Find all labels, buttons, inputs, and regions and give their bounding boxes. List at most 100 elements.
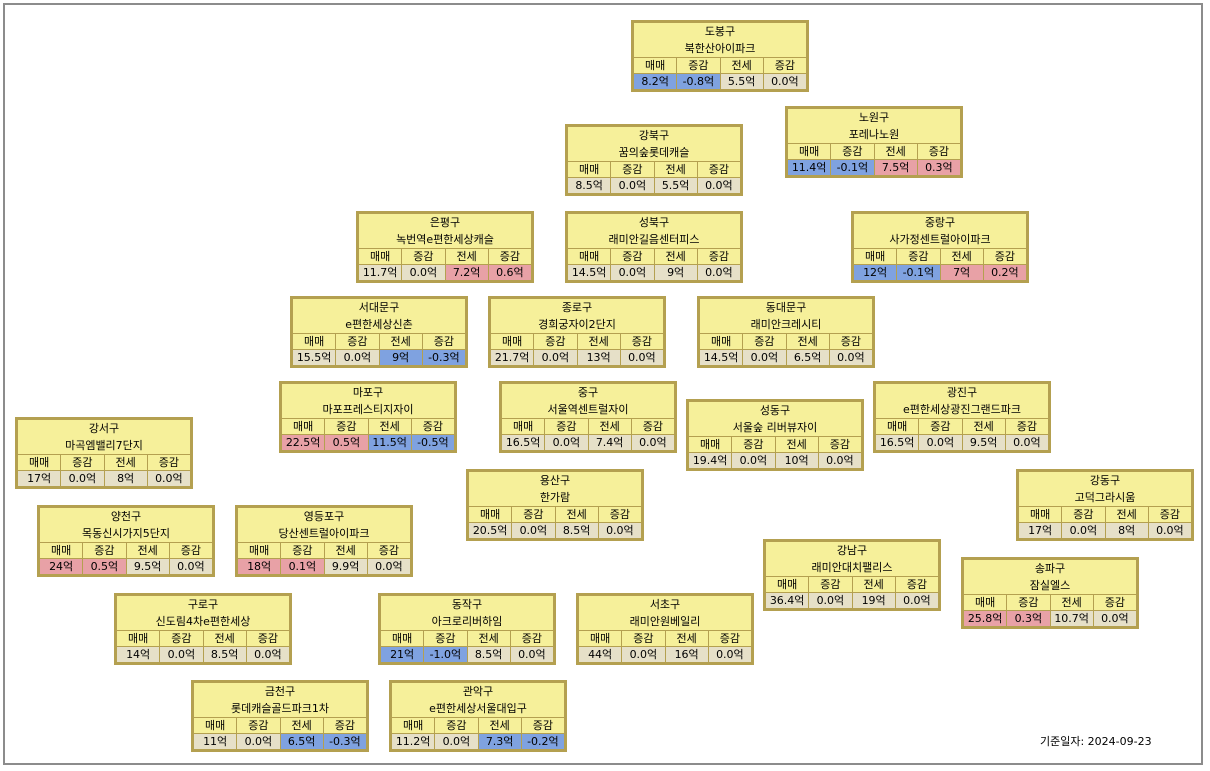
sale-change: 0.0억 (61, 470, 105, 486)
header-label: 증감 (435, 717, 479, 733)
apartment-name: 사가정센트럴아이파크 (889, 233, 991, 246)
jeonse-change: 0.0억 (1148, 522, 1191, 538)
price-value-row: 44억 0.0억 16억 0.0억 (579, 646, 751, 662)
sale-change: 0.0억 (237, 733, 281, 749)
sale-price: 22.5억 (282, 434, 326, 450)
header-label: 전세 (1105, 506, 1149, 522)
jeonse-price: 5.5억 (654, 177, 698, 193)
apartment-name: 포레나노원 (848, 128, 900, 141)
district-name: 중구 (577, 386, 599, 399)
district-card-jongno: 종로구 경희궁자이2단지 매매 증감 전세 증감 21.7억 0.0억 13억 0.0억 (488, 296, 666, 368)
header-label: 증감 (895, 576, 938, 592)
header-label: 증감 (325, 418, 369, 434)
sale-change: 0.0억 (919, 434, 963, 450)
header-label: 전세 (379, 333, 423, 349)
jeonse-change: 0.3억 (917, 159, 960, 175)
price-value-row: 19.4억 0.0억 10억 0.0억 (689, 452, 861, 468)
sale-price: 14.5억 (700, 349, 744, 365)
district-card-dongdaemun: 동대문구 래미안크레시티 매매 증감 전세 증감 14.5억 0.0억 6.5억 0.0억 (697, 296, 875, 368)
price-header-row: 매매 증감 전세 증감 (359, 248, 531, 264)
jeonse-change: 0.0억 (246, 646, 289, 662)
district-name: 노원구 (858, 111, 890, 124)
jeonse-price: 16억 (665, 646, 709, 662)
district-name: 송파구 (1034, 562, 1066, 575)
header-label: 매매 (502, 418, 546, 434)
sale-change: -0.1억 (897, 264, 941, 280)
price-value-row: 21억 -1.0억 8.5억 0.0억 (381, 646, 553, 662)
sale-price: 11.7억 (359, 264, 403, 280)
sale-price: 17억 (1019, 522, 1063, 538)
apartment-name: e편한세상서울대입구 (429, 702, 527, 715)
jeonse-change: 0.0억 (147, 470, 190, 486)
jeonse-price: 5.5억 (720, 73, 764, 89)
jeonse-price: 9.5억 (962, 434, 1006, 450)
header-label: 증감 (620, 333, 663, 349)
apartment-name: 꿈의숲롯데캐슬 (618, 146, 690, 159)
jeonse-price: 9억 (379, 349, 423, 365)
district-name: 은평구 (429, 216, 461, 229)
district-name: 동대문구 (765, 301, 807, 314)
sale-change: 0.0억 (809, 592, 853, 608)
header-label: 증감 (521, 717, 564, 733)
header-label: 전세 (962, 418, 1006, 434)
jeonse-price: 11.5억 (368, 434, 412, 450)
sale-price: 11.4억 (788, 159, 832, 175)
price-value-row: 18억 0.1억 9.9억 0.0억 (238, 558, 410, 574)
sale-price: 12억 (854, 264, 898, 280)
header-label: 전세 (665, 630, 709, 646)
district-card-seodaemun: 서대문구 e편한세상신촌 매매 증감 전세 증감 15.5억 0.0억 9억 -0.3억 (290, 296, 468, 368)
jeonse-change: 0.0억 (169, 558, 212, 574)
apartment-name: 아크로리버하임 (431, 615, 503, 628)
district-name: 종로구 (561, 301, 593, 314)
district-name: 도봉구 (704, 25, 736, 38)
price-header-row: 매매 증감 전세 증감 (491, 333, 663, 349)
sale-change: 0.0억 (743, 349, 787, 365)
apartment-name: 고덕그라시움 (1074, 491, 1136, 504)
header-label: 증감 (897, 248, 941, 264)
sale-change: 0.0억 (336, 349, 380, 365)
district-card-jungnang: 중랑구 사가정센트럴아이파크 매매 증감 전세 증감 12억 -0.1억 7억 0.2억 (851, 211, 1029, 283)
header-label: 증감 (160, 630, 204, 646)
header-label: 증감 (147, 454, 190, 470)
header-label: 매매 (568, 161, 612, 177)
header-label: 증감 (323, 717, 366, 733)
sale-price: 11.2억 (392, 733, 436, 749)
price-header-row: 매매 증감 전세 증감 (579, 630, 751, 646)
jeonse-price: 7억 (940, 264, 984, 280)
header-label: 증감 (697, 248, 740, 264)
header-label: 전세 (654, 248, 698, 264)
apartment-name: 래미안길음센터피스 (608, 233, 700, 246)
apartment-name: 경희궁자이2단지 (538, 318, 616, 331)
price-value-row: 11.2억 0.0억 7.3억 -0.2억 (392, 733, 564, 749)
header-label: 매매 (700, 333, 744, 349)
district-card-gangseo: 강서구 마곡엠밸리7단지 매매 증감 전세 증감 17억 0.0억 8억 0.0억 (15, 417, 193, 489)
jeonse-change: -0.2억 (521, 733, 564, 749)
price-header-row: 매매 증감 전세 증감 (469, 506, 641, 522)
header-label: 전세 (555, 506, 599, 522)
jeonse-change: 0.0억 (631, 434, 674, 450)
district-card-nowon: 노원구 포레나노원 매매 증감 전세 증감 11.4억 -0.1억 7.5억 0.3억 (785, 106, 963, 178)
header-label: 매매 (293, 333, 337, 349)
jeonse-change: -0.5억 (411, 434, 454, 450)
district-name: 강남구 (836, 544, 868, 557)
price-value-row: 24억 0.5억 9.5억 0.0억 (40, 558, 212, 574)
header-label: 전세 (368, 418, 412, 434)
header-label: 증감 (818, 436, 861, 452)
district-card-seongbuk: 성북구 래미안길음센터피스 매매 증감 전세 증감 14.5억 0.0억 9억 0.0억 (565, 211, 743, 283)
header-label: 전세 (720, 57, 764, 73)
header-label: 전세 (940, 248, 984, 264)
sale-change: 0.0억 (435, 733, 479, 749)
jeonse-price: 9.9억 (324, 558, 368, 574)
sale-change: 0.0억 (732, 452, 776, 468)
district-name: 관악구 (462, 685, 494, 698)
price-value-row: 14억 0.0억 8.5억 0.0억 (117, 646, 289, 662)
apartment-name: e편한세상광진그랜드파크 (902, 403, 1022, 416)
district-name: 성동구 (759, 404, 791, 417)
district-card-seongdong: 성동구 서울숲 리버뷰자이 매매 증감 전세 증감 19.4억 0.0억 10억 0.0억 (686, 399, 864, 471)
apartment-name: 래미안대치팰리스 (811, 561, 893, 574)
district-card-junggu: 중구 서울역센트럴자이 매매 증감 전세 증감 16.5억 0.0억 7.4억 0.0억 (499, 381, 677, 453)
sale-price: 19.4억 (689, 452, 733, 468)
jeonse-price: 7.2억 (445, 264, 489, 280)
price-header-row: 매매 증감 전세 증감 (700, 333, 872, 349)
sale-change: 0.0억 (611, 264, 655, 280)
